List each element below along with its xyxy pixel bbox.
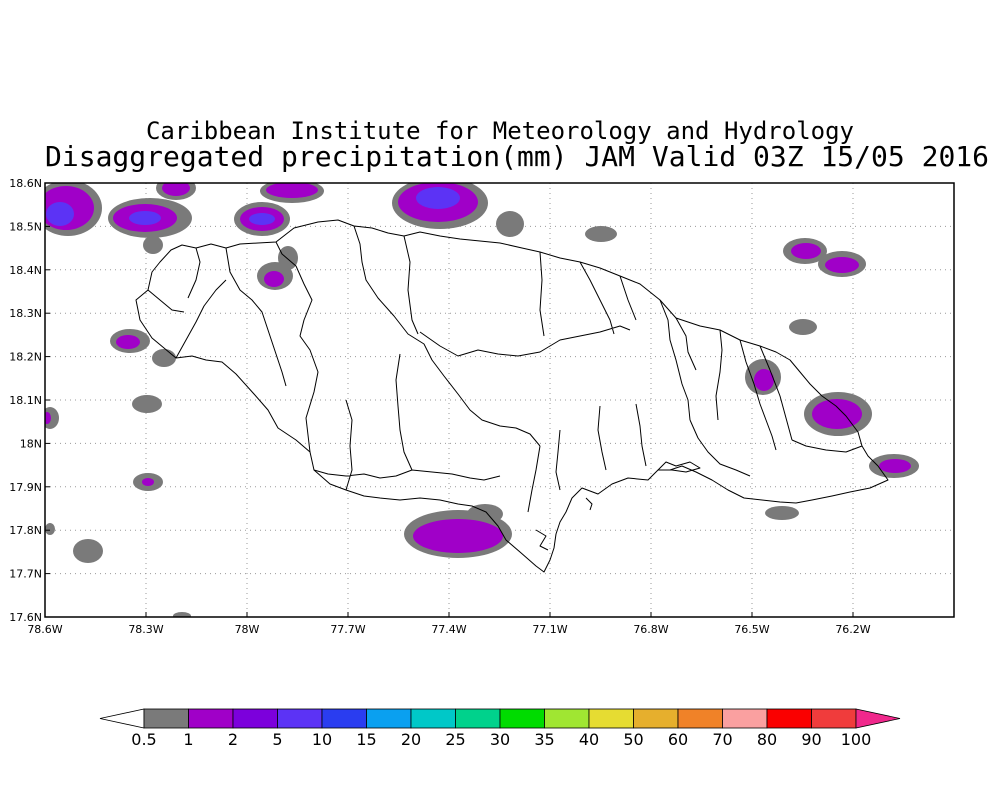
lon-tick-label: 77.4W [431,623,466,636]
scale-bin-16 [811,708,857,729]
map-title-line1: Caribbean Institute for Meteorology and … [145,117,854,145]
rain-cell-7 [496,211,524,237]
rain-cell-47 [249,213,275,225]
lat-tick-label: 17.6N [9,611,42,624]
scale-bin-4 [277,708,323,729]
rain-cell-44 [45,412,51,424]
scale-label: 70 [712,730,733,749]
rain-cell-48 [416,187,460,209]
lat-tick-label: 18.4N [9,264,42,277]
scale-label: 35 [534,730,555,749]
lat-tick-label: 17.8N [9,524,42,537]
scale-bin-13 [677,708,723,729]
lon-tick-label: 76.2W [835,623,870,636]
scale-bin-11 [588,708,634,729]
scale-bin-15 [766,708,812,729]
scale-label: 20 [400,730,422,749]
lat-tick-label: 18.1N [9,394,42,407]
lon-tick-label: 78W [235,623,260,636]
scale-bin-6 [366,708,412,729]
scale-label: 10 [311,730,333,749]
kingston-harbour [657,461,701,473]
scale-bin-1 [143,708,189,729]
rain-cell-16 [152,349,176,367]
map-title-line2: Disaggregated precipitation(mm) JAM Vali… [45,140,990,173]
scale-label: 60 [667,730,689,749]
longitude-axis: 78.6W 78.3W 78W 77.7W 77.4W 77.1W 76.8W 76.5W 76… [27,612,871,636]
scale-bin-7 [410,708,456,729]
rain-cell-31 [162,183,190,196]
rainfall-layer [45,183,919,617]
parish-boundaries [147,225,863,513]
scale-label: 30 [489,730,511,749]
rain-cell-9 [143,236,163,254]
rain-cell-41 [879,459,911,473]
scale-bin-3 [232,708,278,729]
scale-bin-8 [455,708,501,729]
lat-tick-label: 18.2N [9,351,42,364]
coastline [135,219,889,573]
rain-cell-18 [132,395,162,413]
lon-tick-label: 78.3W [128,623,163,636]
scale-bin-10 [544,708,590,729]
lat-tick-label: 17.7N [9,568,42,581]
scale-label: 40 [578,730,600,749]
scale-bin-14 [722,708,768,729]
lon-tick-label: 78.6W [27,623,62,636]
rain-cell-8 [585,226,617,242]
rain-cell-33 [266,183,318,198]
color-scale-labels: 0.5 1 2 5 10 15 20 25 30 35 40 50 60 70 80 90 100 [0,732,1000,752]
rain-cell-36 [791,243,821,259]
rain-cell-39 [754,369,774,391]
rain-cell-46 [129,211,161,225]
scale-bin-12 [633,708,679,729]
portland-cays [535,497,593,551]
rain-cell-24 [45,523,55,535]
lat-tick-label: 17.9N [9,481,42,494]
rain-cell-37 [825,257,859,273]
scale-label: 5 [272,730,283,749]
scale-label: 15 [356,730,377,749]
scale-label: 90 [801,730,822,749]
scale-label: 0.5 [131,730,157,749]
rain-cell-43 [413,519,503,553]
rain-cell-38 [116,335,140,349]
lat-tick-label: 18.6N [9,177,42,190]
rain-cell-26 [467,504,503,524]
color-scale [99,708,901,729]
lon-tick-label: 77.7W [330,623,365,636]
rain-cell-11 [278,246,298,270]
scale-label: 80 [756,730,778,749]
scale-bin-9 [499,708,545,729]
rain-cell-23 [765,506,799,520]
rain-cell-14 [789,319,817,335]
lat-tick-label: 18.5N [9,220,42,233]
scale-label: 1 [183,730,194,749]
lat-tick-label: 18N [20,437,42,450]
lon-tick-label: 77.1W [532,623,567,636]
lat-tick-label: 18.3N [9,307,42,320]
scale-label: 100 [840,730,872,749]
rain-cell-35 [264,271,284,287]
rain-cell-42 [142,478,154,486]
lon-tick-label: 76.5W [734,623,769,636]
scale-bin-0 [99,708,145,729]
scale-label: 25 [445,730,466,749]
scale-bin-17 [855,708,901,729]
scale-bin-2 [188,708,234,729]
jamaica-outline [135,219,889,573]
latitude-axis: 18.6N 18.5N 18.4N 18.3N 18.2N 18.1N 18N 17.9N 17… [9,177,50,624]
scale-bin-5 [321,708,367,729]
scale-label: 2 [227,730,239,749]
rain-cell-27 [73,539,103,563]
rain-cell-40 [812,399,862,429]
rain-cell-45 [46,202,74,226]
scale-label: 50 [623,730,644,749]
lon-tick-label: 76.8W [633,623,668,636]
rain-cell-28 [173,612,191,617]
